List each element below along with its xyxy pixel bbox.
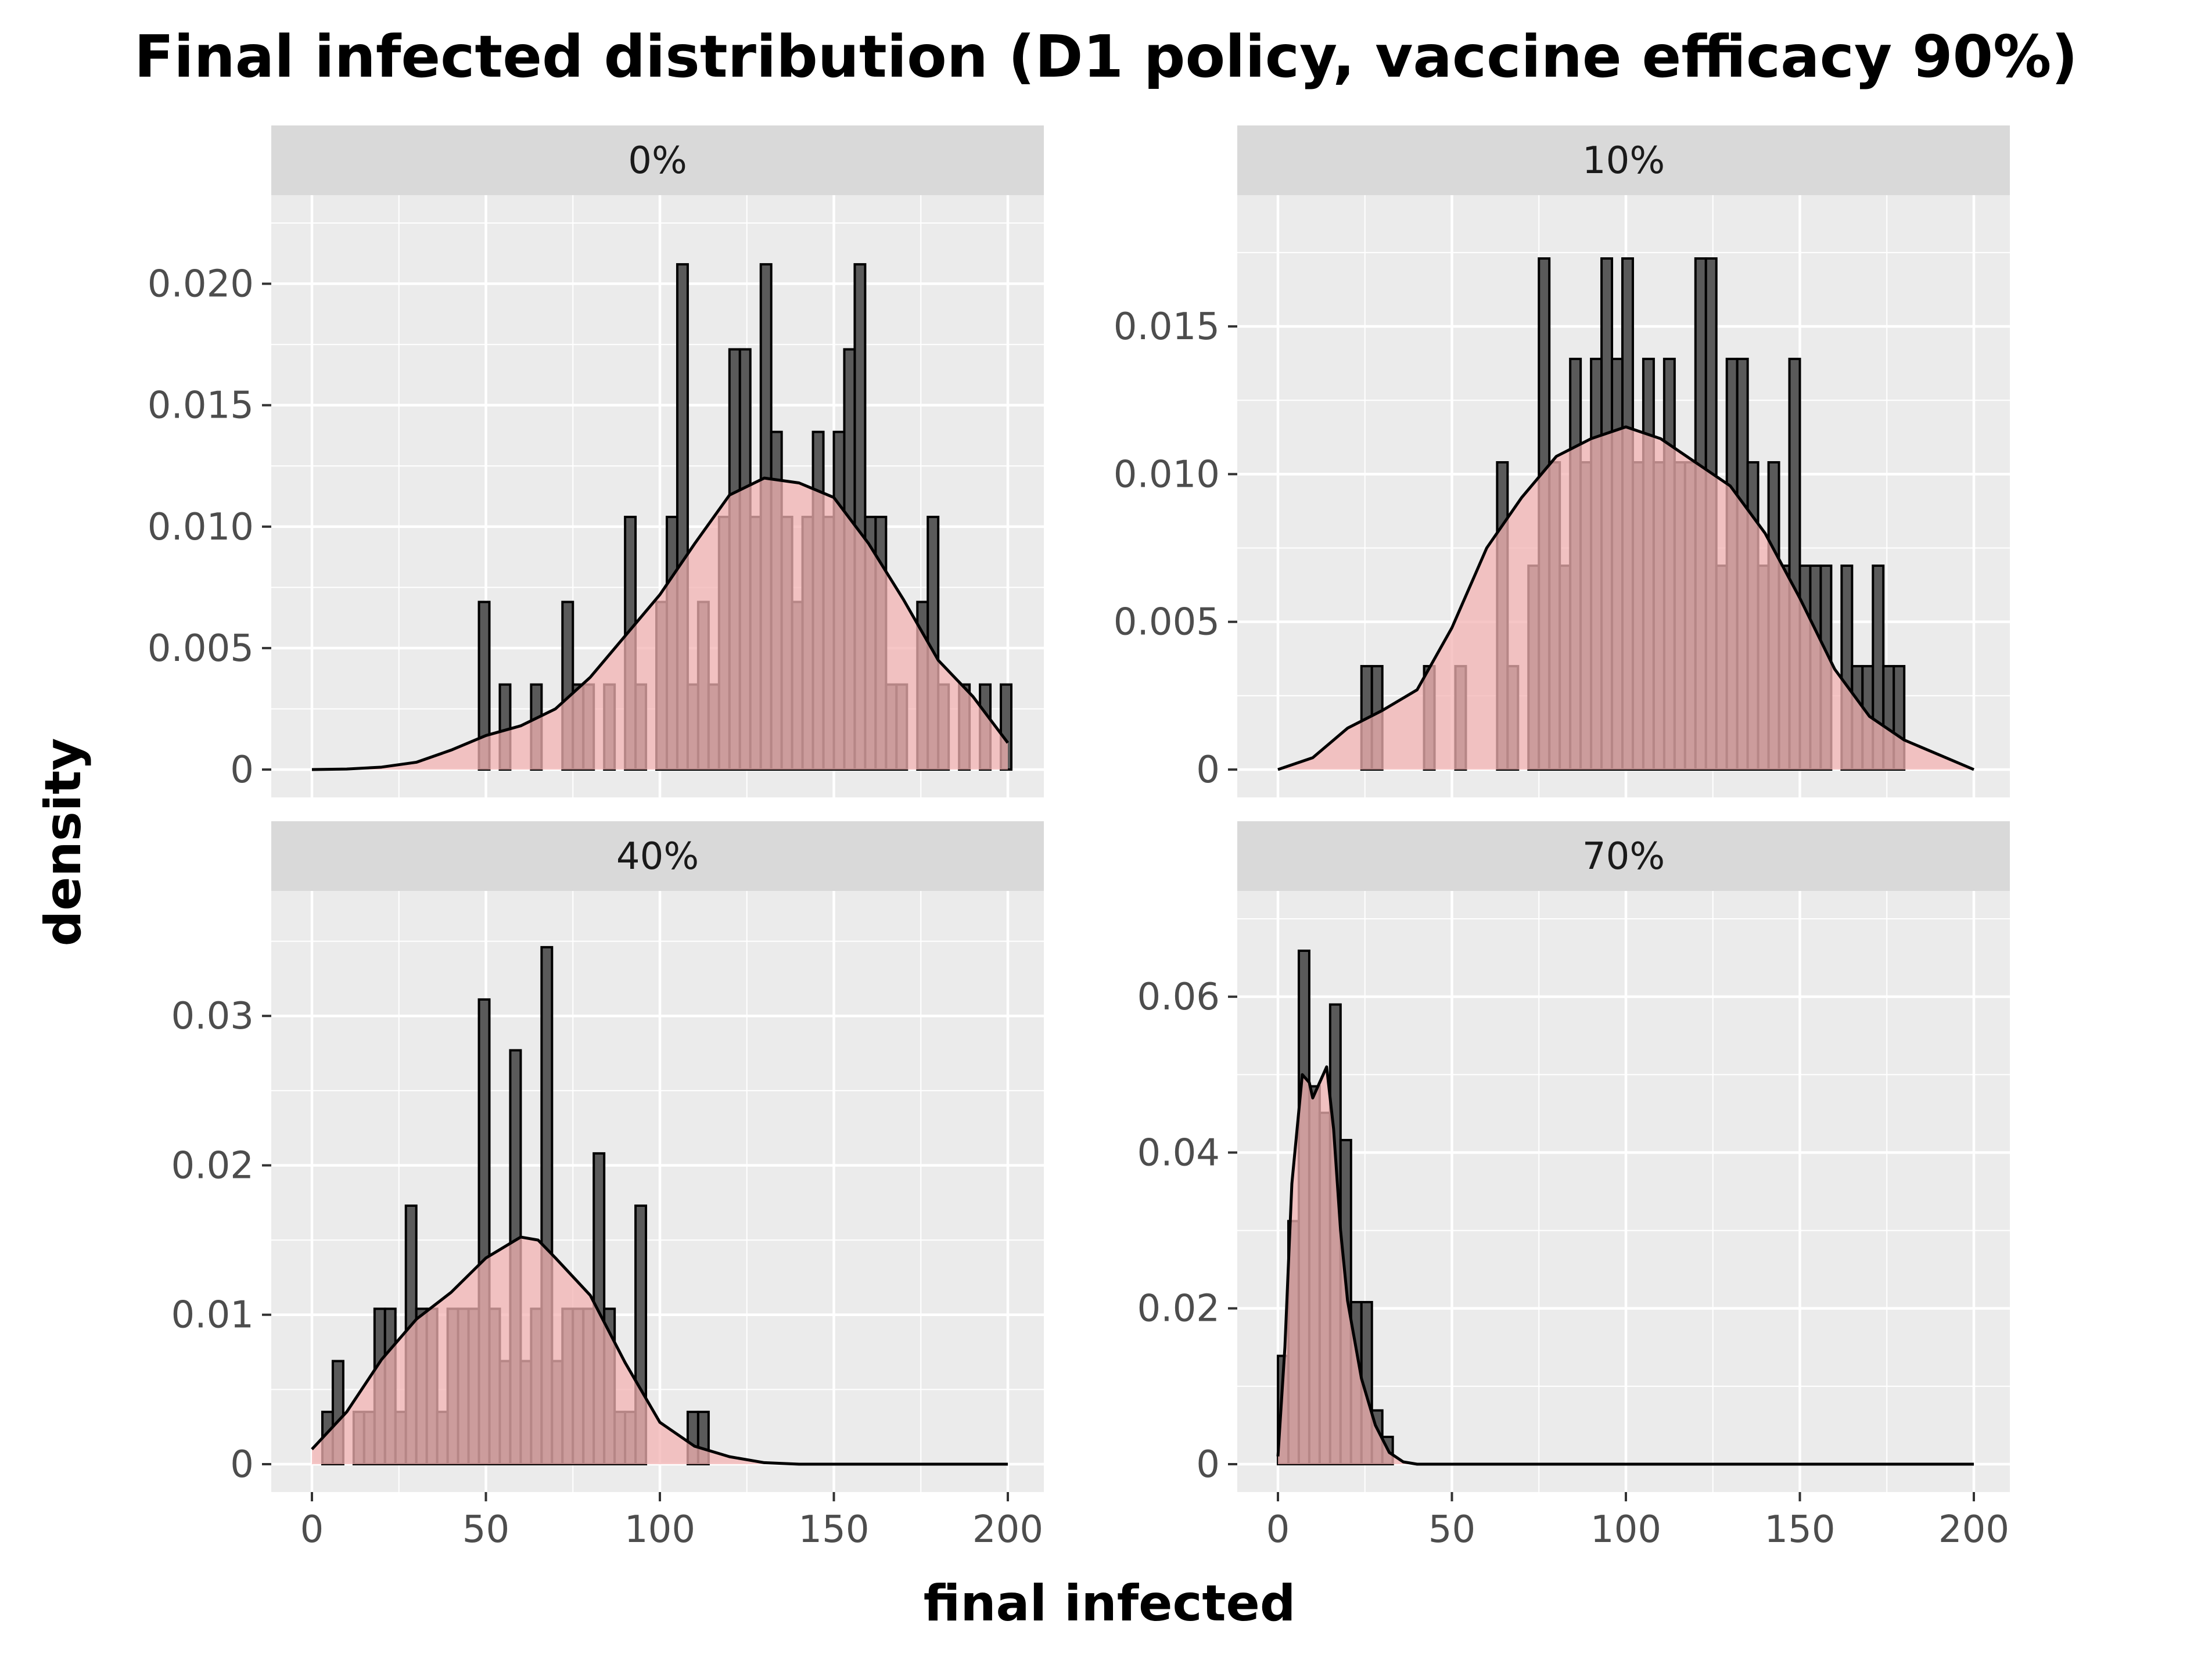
density-line: [311, 476, 1009, 771]
density-area: [1278, 1066, 1974, 1464]
y-tick-label: 0.005: [1114, 601, 1220, 644]
y-tick-label: 0.020: [148, 263, 254, 306]
density-line: [1277, 425, 1974, 771]
density-line: [1276, 1065, 1974, 1466]
facet-strip-label: 70%: [1582, 835, 1665, 878]
density-area: [1278, 426, 1974, 770]
y-tick-label: 0: [1196, 1443, 1220, 1486]
x-tick-label: 200: [972, 1508, 1043, 1551]
facet-strip: [1237, 821, 2010, 891]
facet-panel: 0% 0 0.005 0.010 0.015 0.020: [148, 125, 1044, 797]
facet-strip-label: 0%: [628, 139, 687, 182]
y-tick-label: 0.02: [1137, 1288, 1220, 1331]
y-tick-label: 0.010: [148, 506, 254, 549]
x-tick-label: 100: [1590, 1508, 1661, 1551]
facet-strip: [271, 125, 1044, 195]
x-axis-title: final infected: [924, 1575, 1296, 1633]
x-tick-label: 100: [624, 1508, 695, 1551]
y-tick-label: 0.015: [148, 384, 254, 427]
y-tick-label: 0.01: [171, 1294, 254, 1337]
y-tick-label: 0.03: [171, 995, 254, 1038]
x-tick-label: 50: [1428, 1508, 1475, 1551]
facet-panels: 0%00.0050.0100.0150.02010%00.0050.0100.0…: [148, 125, 2010, 1551]
y-tick-label: 0: [230, 1443, 254, 1486]
x-tick-label: 50: [462, 1508, 509, 1551]
facet-panel: 40% 0 0.01 0.02 0.03 0 50 100 150 200: [171, 821, 1044, 1551]
facet-strip-label: 10%: [1582, 139, 1665, 182]
facet-panel: 70% 0 0.02 0.04 0.06 0 50 100 150 200: [1137, 821, 2010, 1551]
density-area: [312, 478, 1008, 770]
y-tick-label: 0: [1196, 749, 1220, 792]
x-tick-label: 0: [1266, 1508, 1290, 1551]
y-tick-label: 0.010: [1114, 453, 1220, 496]
chart-title: Final infected distribution (D1 policy, …: [134, 23, 2078, 91]
y-tick-label: 0.02: [171, 1144, 254, 1187]
facet-strip-label: 40%: [616, 835, 699, 878]
x-tick-label: 150: [1764, 1508, 1835, 1551]
facet-panel: 10% 0 0.005 0.010 0.015: [1114, 125, 2010, 797]
facet-strip: [271, 821, 1044, 891]
y-tick-label: 0.005: [148, 627, 254, 670]
facet-strip: [1237, 125, 2010, 195]
x-tick-label: 200: [1938, 1508, 2009, 1551]
y-axis-title: density: [34, 738, 92, 947]
y-tick-label: 0.06: [1137, 976, 1220, 1019]
x-tick-label: 150: [798, 1508, 869, 1551]
y-tick-label: 0.04: [1137, 1131, 1220, 1174]
density-line: [311, 1235, 1008, 1466]
y-tick-label: 0.015: [1114, 305, 1220, 348]
density-area: [312, 1237, 1008, 1464]
x-tick-label: 0: [300, 1508, 324, 1551]
y-tick-label: 0: [230, 749, 254, 792]
